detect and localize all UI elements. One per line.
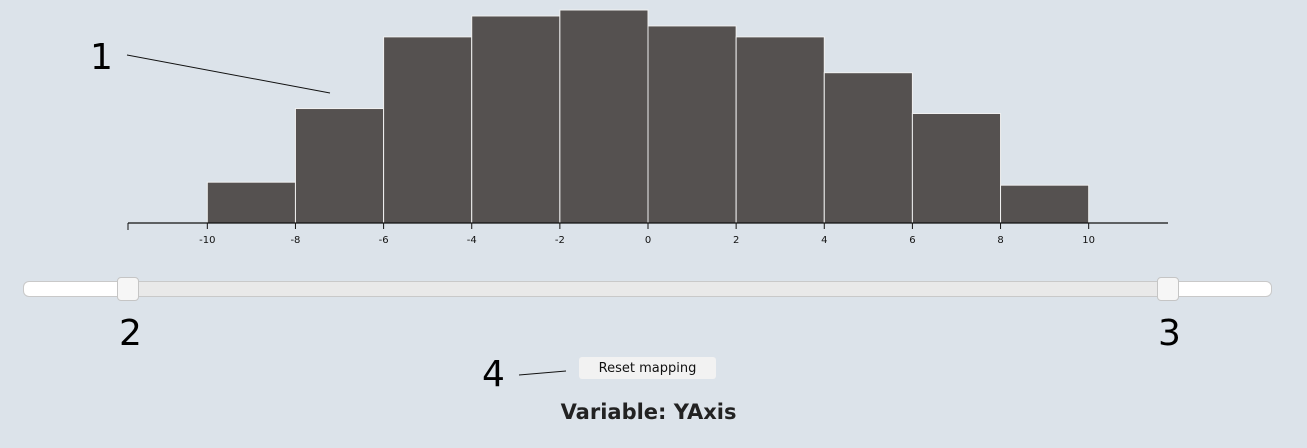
- x-tick-label: 2: [733, 235, 739, 246]
- x-tick-label: -4: [467, 235, 477, 246]
- reset-mapping-button[interactable]: Reset mapping: [579, 357, 716, 379]
- histogram-bar: [206, 181, 296, 224]
- callout-1-line: [126, 54, 331, 94]
- callout-number-3: 3: [1158, 313, 1181, 354]
- x-tick-label: 10: [1082, 235, 1095, 246]
- range-slider-high-handle[interactable]: [1157, 277, 1179, 301]
- callout-number-2: 2: [119, 313, 142, 354]
- histogram-bar: [471, 15, 561, 224]
- histogram-bar: [735, 36, 825, 224]
- x-axis-ticks: -10 -8 -6 -4 -2 0 2 4 6 8 10: [199, 223, 1095, 246]
- x-tick-label: -10: [199, 235, 215, 246]
- x-tick-label: -6: [379, 235, 389, 246]
- x-tick-label: 4: [821, 235, 827, 246]
- histogram-bar: [383, 36, 473, 224]
- histogram-bars: [206, 9, 1090, 224]
- range-slider-selection: [129, 282, 1169, 296]
- histogram-bar: [823, 72, 913, 224]
- x-tick-label: 8: [997, 235, 1003, 246]
- histogram-bar: [647, 25, 737, 224]
- callout-number-4: 4: [482, 354, 505, 395]
- x-tick-label: -2: [555, 235, 565, 246]
- callout-4-line: [518, 370, 567, 376]
- range-slider-low-handle[interactable]: [117, 277, 139, 301]
- x-tick-label: 0: [645, 235, 651, 246]
- x-tick-label: 6: [909, 235, 915, 246]
- histogram-bar: [294, 108, 385, 224]
- histogram-bar: [1000, 184, 1090, 224]
- histogram-bar: [559, 9, 649, 224]
- callout-number-1: 1: [90, 37, 113, 78]
- x-tick-label: -8: [290, 235, 300, 246]
- histogram-bar: [911, 113, 1002, 224]
- variable-label: Variable: YAxis: [560, 400, 737, 424]
